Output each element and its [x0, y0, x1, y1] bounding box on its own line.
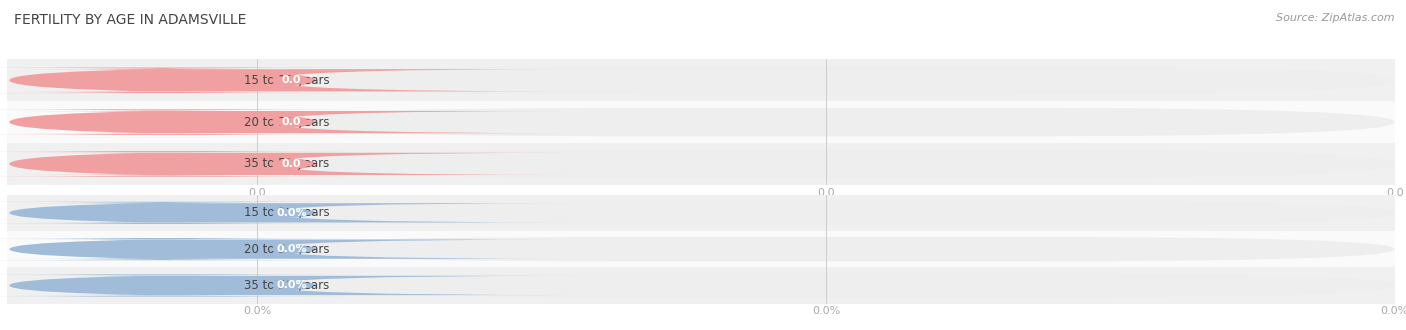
FancyBboxPatch shape [0, 202, 357, 224]
FancyBboxPatch shape [0, 151, 357, 177]
FancyBboxPatch shape [257, 108, 1395, 136]
FancyBboxPatch shape [0, 68, 357, 93]
Text: Source: ZipAtlas.com: Source: ZipAtlas.com [1277, 13, 1395, 23]
FancyBboxPatch shape [0, 274, 357, 297]
Bar [7, 59, 1395, 101]
FancyBboxPatch shape [10, 153, 572, 175]
Bar [7, 101, 1395, 143]
FancyBboxPatch shape [0, 238, 357, 260]
FancyBboxPatch shape [10, 276, 572, 295]
FancyBboxPatch shape [10, 69, 572, 91]
Bar [7, 267, 1395, 304]
Bar [7, 231, 1395, 267]
Text: 35 to 50 years: 35 to 50 years [243, 157, 329, 170]
Text: 20 to 34 years: 20 to 34 years [243, 115, 329, 129]
FancyBboxPatch shape [10, 240, 572, 259]
Text: 0.0: 0.0 [281, 159, 301, 169]
Bar [7, 143, 1395, 185]
FancyBboxPatch shape [257, 201, 1395, 225]
FancyBboxPatch shape [0, 109, 357, 135]
FancyBboxPatch shape [257, 273, 1395, 298]
FancyBboxPatch shape [257, 237, 1395, 261]
FancyBboxPatch shape [257, 150, 1395, 178]
Text: 0.0: 0.0 [281, 75, 301, 85]
Text: 0.0%: 0.0% [276, 208, 307, 218]
Text: 15 to 19 years: 15 to 19 years [243, 206, 329, 219]
Text: 0.0: 0.0 [281, 117, 301, 127]
FancyBboxPatch shape [10, 111, 572, 133]
FancyBboxPatch shape [10, 203, 572, 222]
Text: 0.0%: 0.0% [276, 244, 307, 254]
FancyBboxPatch shape [257, 66, 1395, 94]
Text: FERTILITY BY AGE IN ADAMSVILLE: FERTILITY BY AGE IN ADAMSVILLE [14, 13, 246, 27]
Text: 0.0%: 0.0% [276, 280, 307, 290]
Text: 15 to 19 years: 15 to 19 years [243, 74, 329, 87]
Text: 20 to 34 years: 20 to 34 years [243, 243, 329, 256]
Text: 35 to 50 years: 35 to 50 years [243, 279, 329, 292]
Bar [7, 195, 1395, 231]
